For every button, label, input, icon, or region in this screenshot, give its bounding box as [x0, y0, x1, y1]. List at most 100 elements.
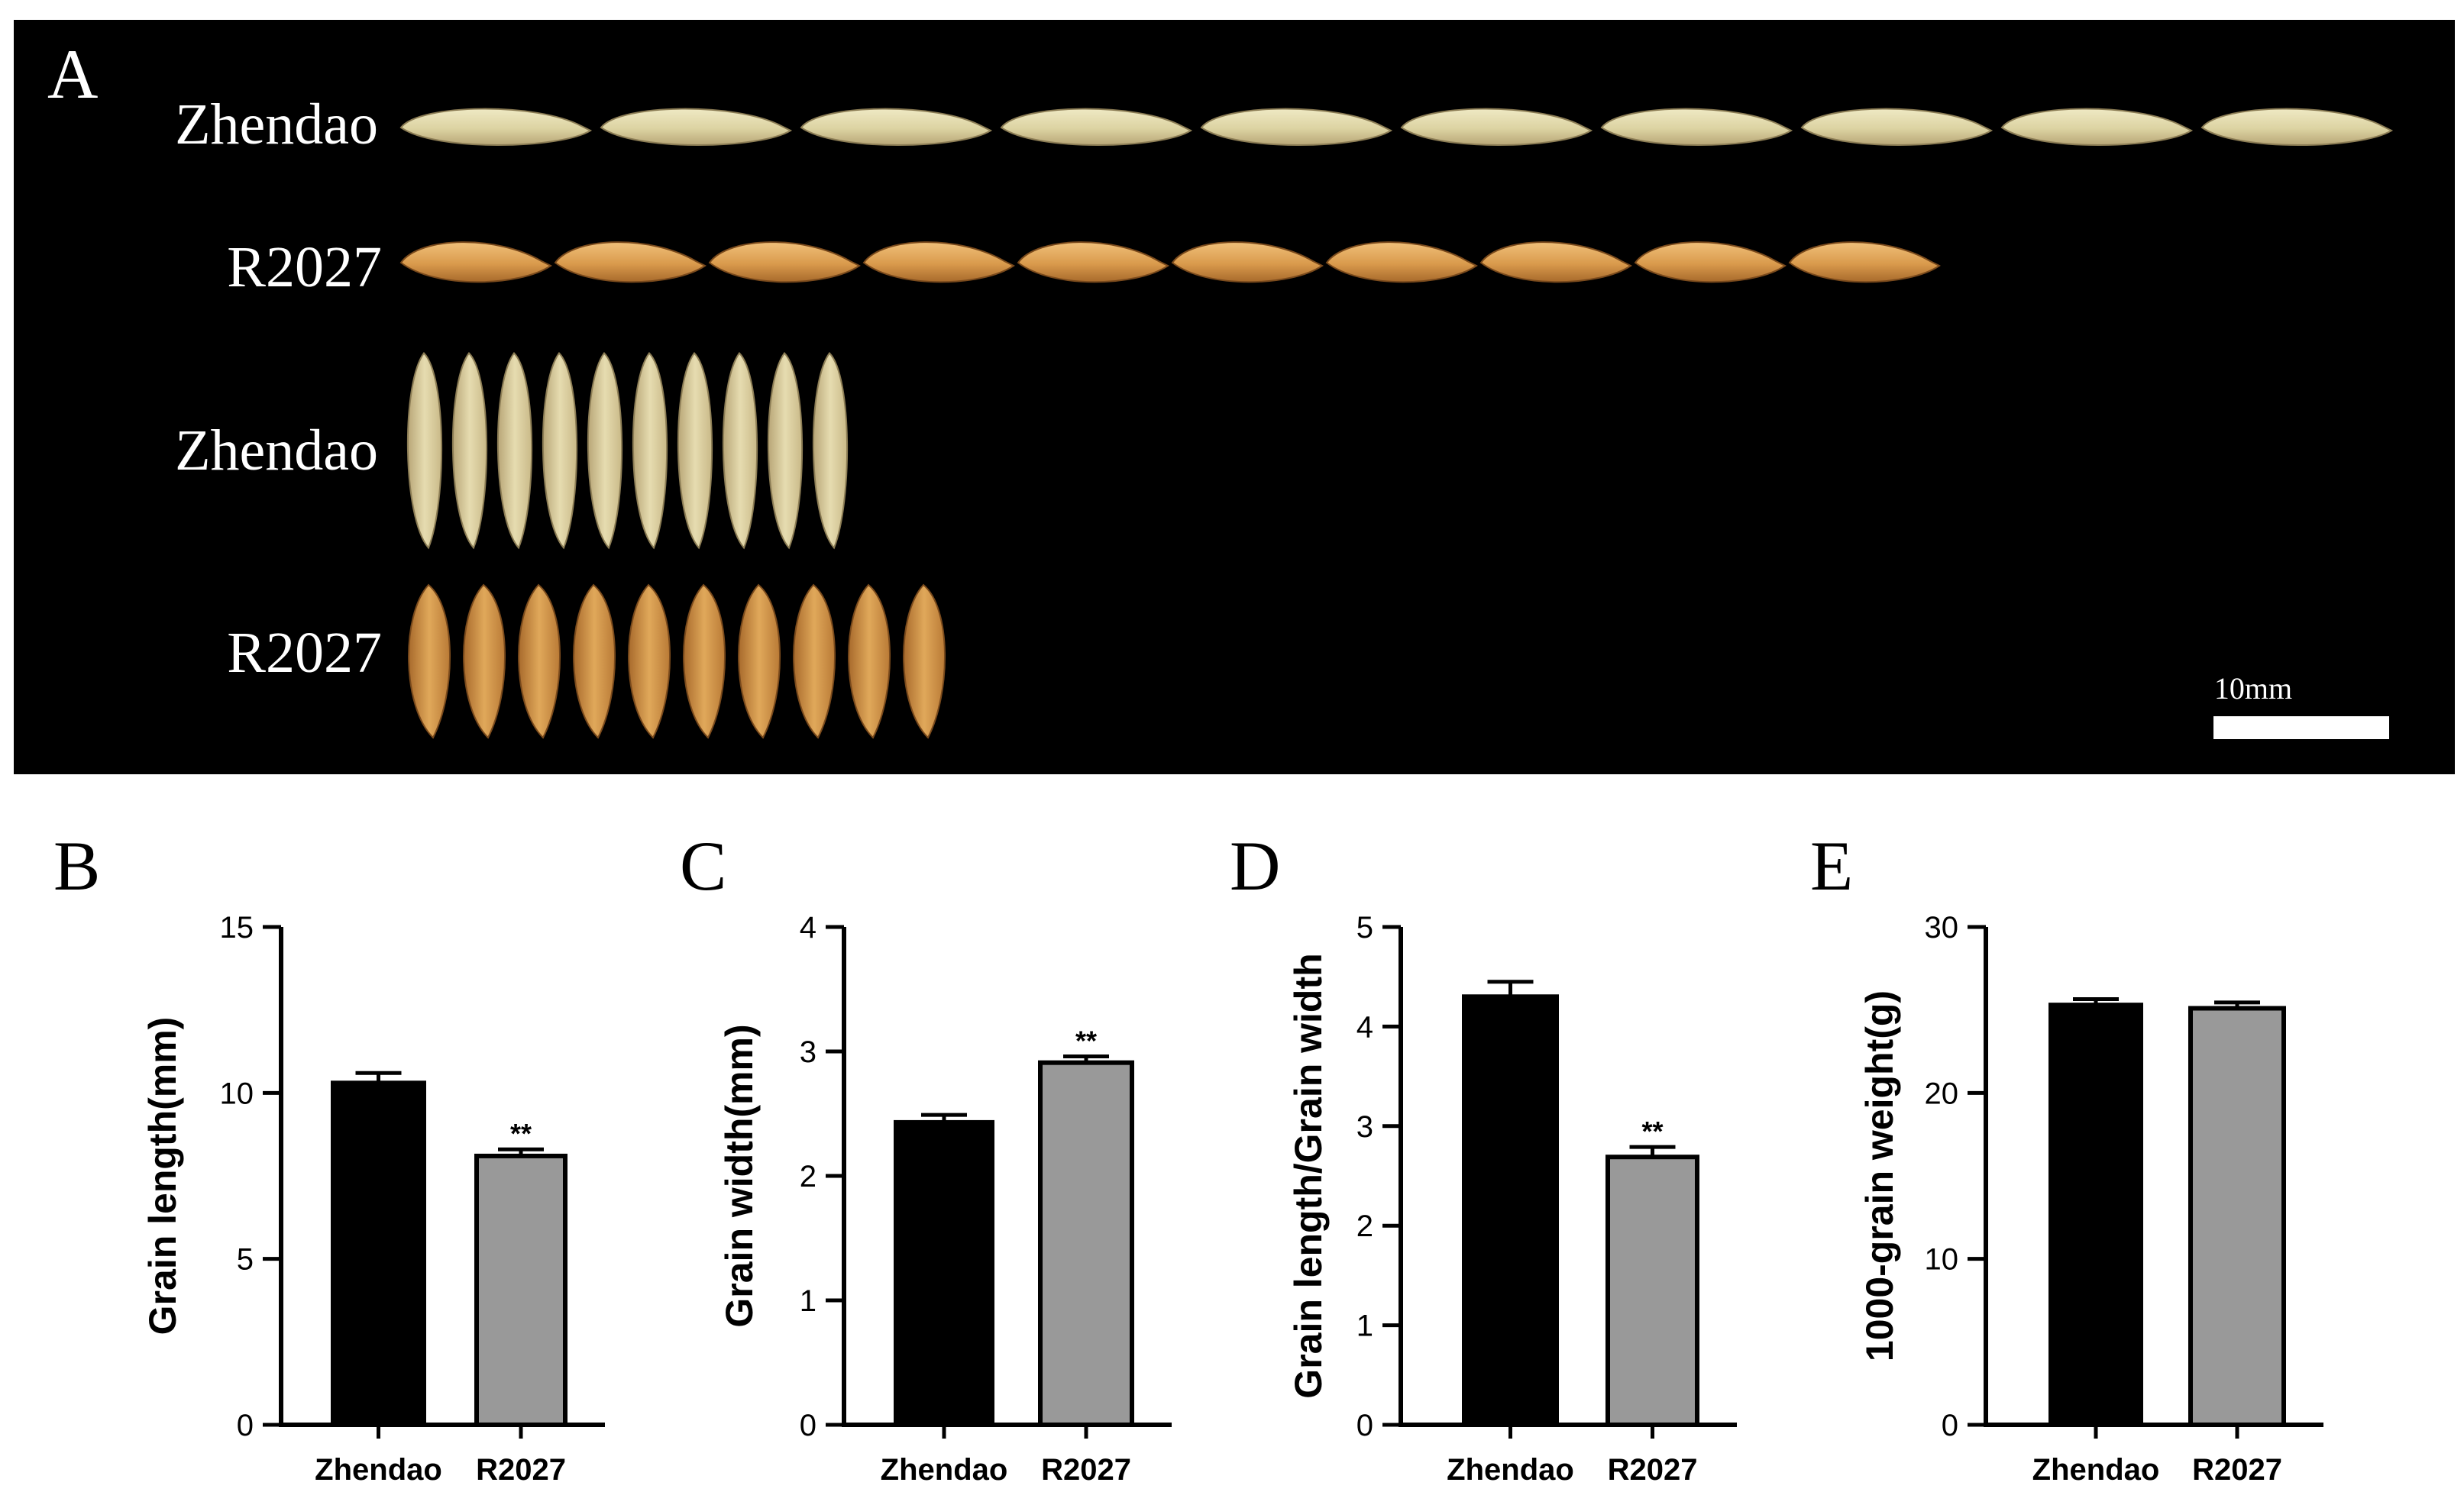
- panel-d-letter: D: [1230, 827, 1280, 905]
- rice-grain: [463, 583, 506, 739]
- rice-grain: [554, 241, 707, 283]
- rice-grain: [722, 351, 758, 550]
- x-tick-label: Zhendao: [881, 1453, 1008, 1487]
- y-tick-label: 10: [1925, 1243, 1959, 1277]
- panel-b-letter: B: [53, 827, 100, 905]
- rice-grain: [628, 583, 671, 739]
- rice-grain: [767, 351, 804, 550]
- panel-e-letter: E: [1810, 827, 1853, 905]
- bar-r2027: [1605, 1155, 1699, 1427]
- rice-grain: [2200, 108, 2394, 146]
- rice-grain: [1479, 241, 1632, 283]
- bar-r2027: [2188, 1006, 2286, 1427]
- y-tick-label: 30: [1925, 911, 1959, 945]
- x-tick-label: Zhendao: [2032, 1453, 2160, 1487]
- rice-grain: [738, 583, 781, 739]
- grain-row-label: Zhendao: [175, 418, 378, 483]
- y-tick-label: 4: [800, 911, 816, 945]
- rice-grain: [1000, 108, 1193, 146]
- x-tick-label: R2027: [1608, 1453, 1698, 1487]
- y-axis-label: Grain length/Grain width: [1287, 953, 1330, 1398]
- y-tick-label: 0: [1356, 1409, 1373, 1442]
- y-tick-label: 1: [1356, 1310, 1373, 1343]
- y-tick-label: 2: [800, 1160, 816, 1193]
- panel-c-letter: C: [680, 827, 726, 905]
- rice-grain: [1400, 108, 1593, 146]
- rice-grain: [1017, 241, 1169, 283]
- y-tick-label: 0: [800, 1409, 816, 1442]
- significance-label: **: [510, 1118, 532, 1149]
- rice-grain: [451, 351, 488, 550]
- y-tick-label: 5: [237, 1243, 254, 1277]
- panel-c: C Zhendao ** R2027 0 1 2 3 4 Grain width(mm): [680, 827, 1172, 1487]
- rice-grain: [812, 351, 849, 550]
- rice-grain: [1634, 241, 1787, 283]
- bar-zhendao: [2048, 1003, 2143, 1427]
- rice-grain: [1200, 108, 1393, 146]
- rice-grain: [800, 108, 993, 146]
- chart-length-width-ratio: Zhendao ** R2027 0 1 2 3 4 5 Grain length/Grain w…: [1287, 911, 1737, 1487]
- rice-grain: [518, 583, 561, 739]
- rice-grain: [542, 351, 578, 550]
- y-axis-label: Grain length(mm): [141, 1017, 184, 1335]
- rice-grain: [1788, 241, 1941, 283]
- y-tick-label: 0: [1942, 1409, 1958, 1442]
- significance-label: **: [1075, 1025, 1097, 1057]
- y-tick-label: 3: [1356, 1110, 1373, 1144]
- x-tick-label: Zhendao: [315, 1453, 442, 1487]
- rice-grain: [399, 108, 593, 146]
- y-tick-label: 0: [237, 1409, 254, 1442]
- chart-grain-width: Zhendao ** R2027 0 1 2 3 4 Grain width(mm): [718, 911, 1172, 1487]
- rice-grain: [408, 583, 451, 739]
- x-tick-label: R2027: [1041, 1453, 1131, 1487]
- y-axis-label: Grain width(mm): [718, 1024, 761, 1327]
- bar-zhendao: [894, 1119, 994, 1428]
- chart-grain-length: Zhendao ** R2027 0 5 10 15 Grain length(mm): [141, 911, 605, 1487]
- y-tick-label: 20: [1925, 1077, 1959, 1110]
- rice-grain: [1171, 241, 1324, 283]
- y-tick-label: 5: [1356, 911, 1373, 945]
- rice-grain: [600, 108, 793, 146]
- panel-a-letter: A: [47, 35, 98, 113]
- rice-grain: [573, 583, 616, 739]
- rice-grain: [708, 241, 861, 283]
- rice-grain: [862, 241, 1015, 283]
- x-tick-label: Zhendao: [1447, 1453, 1574, 1487]
- panel-b: B Zhendao ** R2027 0 5 10 15 Grain length(mm): [53, 827, 605, 1487]
- rice-grain: [848, 583, 891, 739]
- significance-label: **: [1641, 1116, 1663, 1147]
- rice-grain: [587, 351, 623, 550]
- rice-grain: [903, 583, 946, 739]
- bar-r2027: [474, 1153, 567, 1428]
- rice-grain: [1600, 108, 1793, 146]
- x-tick-label: R2027: [2192, 1453, 2282, 1487]
- grain-row-label: R2027: [227, 621, 382, 685]
- rice-grain: [1325, 241, 1478, 283]
- y-tick-label: 3: [800, 1035, 816, 1069]
- y-tick-label: 10: [220, 1077, 254, 1110]
- y-tick-label: 1: [800, 1284, 816, 1318]
- grain-rows: Zhendao R2027 Zhendao R2027: [175, 92, 2394, 739]
- chart-1000-grain-weight: Zhendao R2027 0 10 20 30 1000-grain weight(g): [1858, 911, 2323, 1487]
- rice-grain: [632, 351, 668, 550]
- panel-d: D Zhendao ** R2027 0 1 2 3 4 5 Grain length/Grain…: [1230, 827, 1737, 1487]
- grain-row-label: R2027: [227, 235, 382, 299]
- rice-grain: [677, 351, 713, 550]
- y-axis-label: 1000-grain weight(g): [1858, 990, 1901, 1361]
- rice-grain: [1800, 108, 1994, 146]
- y-tick-label: 4: [1356, 1010, 1373, 1044]
- scale-bar: 10mm: [2213, 671, 2389, 739]
- rice-grain: [406, 351, 443, 550]
- bar-zhendao: [331, 1080, 426, 1427]
- rice-grain: [683, 583, 726, 739]
- bar-r2027: [1038, 1060, 1134, 1428]
- y-tick-label: 2: [1356, 1209, 1373, 1243]
- y-tick-label: 15: [220, 911, 254, 945]
- bar-zhendao: [1462, 994, 1559, 1427]
- rice-grain: [793, 583, 836, 739]
- scale-bar-label: 10mm: [2214, 671, 2292, 706]
- rice-grain: [2000, 108, 2194, 146]
- x-tick-label: R2027: [476, 1453, 566, 1487]
- rice-grain: [496, 351, 533, 550]
